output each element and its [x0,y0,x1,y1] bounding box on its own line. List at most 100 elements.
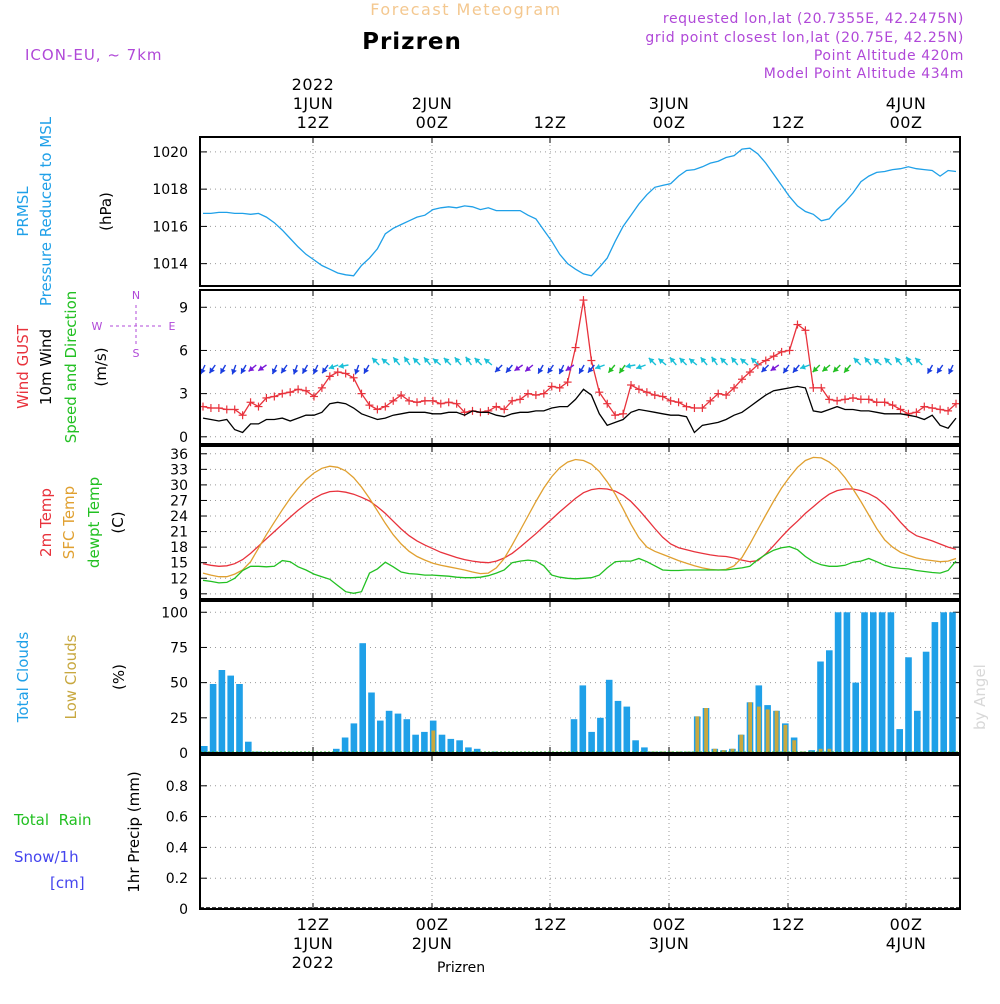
gust-marker [246,398,255,407]
total-cloud-bar [412,734,419,753]
gust-marker [428,396,437,405]
wind-arrow-head [200,368,206,375]
total-cloud-bar [887,612,895,753]
wind-arrow [524,364,534,372]
suptitle: Forecast Meteogram [370,0,561,19]
top-time-label: 12Z [534,113,567,132]
wind-arrow-head [700,357,707,364]
wind-arrow-head [525,365,531,372]
wind-arrow [679,357,688,366]
total-cloud-bar [870,612,877,753]
low-cloud-bar [792,740,797,753]
wind-arrow-head [495,366,501,373]
wind-arrow [635,363,646,370]
wind-arrow-head [915,357,921,364]
wind-arrow-head [423,357,430,364]
legend-snow: Snow/1h [14,848,79,866]
ytick-label: 1018 [152,182,188,198]
gust-marker [904,409,913,418]
gust-marker [397,391,406,400]
wind-arrow-head [558,368,565,375]
wind-arrow-head [937,367,943,374]
wind-arrow-head [231,368,237,375]
wind-arrow-head [393,357,399,364]
low-cloud-bar [765,709,770,753]
gust-marker [341,369,350,378]
ytick-label: 27 [170,493,188,509]
wind-arrow [594,363,605,370]
total-cloud-bar [350,723,358,753]
bottom-time-label: 12Z [772,915,805,934]
panel-frame [199,754,961,910]
ylabel: (hPa) [97,192,115,231]
ytick-label: 0.6 [166,810,188,826]
ytick-label: 50 [170,676,188,692]
bottom-time-label: 4JUN [886,934,927,953]
gust-marker [579,296,588,305]
low-cloud-bar [748,702,752,753]
ylabel: Total Clouds [14,632,32,724]
wind-arrow [381,358,390,366]
total-cloud-bar [227,675,234,753]
gust-marker [413,398,422,407]
gust-marker [912,408,921,417]
total-cloud-bar [834,612,842,753]
wind-arrow [669,356,677,366]
low-cloud-bar [783,724,788,753]
gust-marker [278,389,287,398]
wind-arrow [618,364,626,374]
ytick-label: 1014 [152,257,188,273]
wind-arrow [537,364,544,375]
gust-marker [294,385,303,394]
gust-marker [619,409,628,418]
low-cloud-bar [713,748,717,753]
wind-arrow [200,364,206,375]
low-cloud-bar [757,706,761,753]
wind-arrow [853,357,862,366]
low-cloud-bar [827,748,832,753]
gust-marker [714,389,723,398]
ytick-label: 0.8 [166,779,188,795]
gust-marker [452,399,461,408]
gust-marker [325,372,334,381]
bottom-time-label: 12Z [297,915,330,934]
gust-marker [761,356,770,365]
wind-arrow-head [372,357,378,364]
wind-arrow [280,364,288,374]
gust-marker [214,404,223,413]
wind-arrow [371,357,380,366]
wind-arrow [832,364,841,373]
wind-arrow-head [833,366,839,373]
wind-arrow [565,364,575,372]
gust-marker [864,395,873,404]
wind-arrow [257,364,267,372]
watermark: by Angel [971,664,989,730]
bottom-time-label: 12Z [534,915,567,934]
gust-marker [286,388,295,397]
wind-arrow [240,364,247,375]
total-cloud-bar [456,740,463,753]
gust-marker [500,405,509,414]
ylabel: SFC Temp [60,486,78,559]
gust-marker [238,411,247,420]
wind-arrow-head [625,362,631,369]
wind-arrow [843,364,852,374]
gust-marker [539,389,548,398]
gust-marker [801,326,810,335]
wind-arrow [312,364,319,375]
wind-arrow [799,363,810,370]
wind-arrow [328,363,339,370]
low-cloud-bar [704,708,708,753]
panel-wind: 0 3 6 9 Wind GUST 10m Wind Speed and Direction… [14,289,961,446]
total-cloud-bar [614,700,622,753]
wind-arrow [625,362,636,369]
gust-marker [420,396,429,405]
gust-marker [270,392,279,401]
wind-arrow [812,364,821,373]
wind-arrow-head [209,367,215,374]
wind-arrow-head [895,357,901,364]
ytick-label: 100 [161,605,188,621]
wind-arrow-head [413,357,419,364]
top-time-label: 12Z [297,113,330,132]
